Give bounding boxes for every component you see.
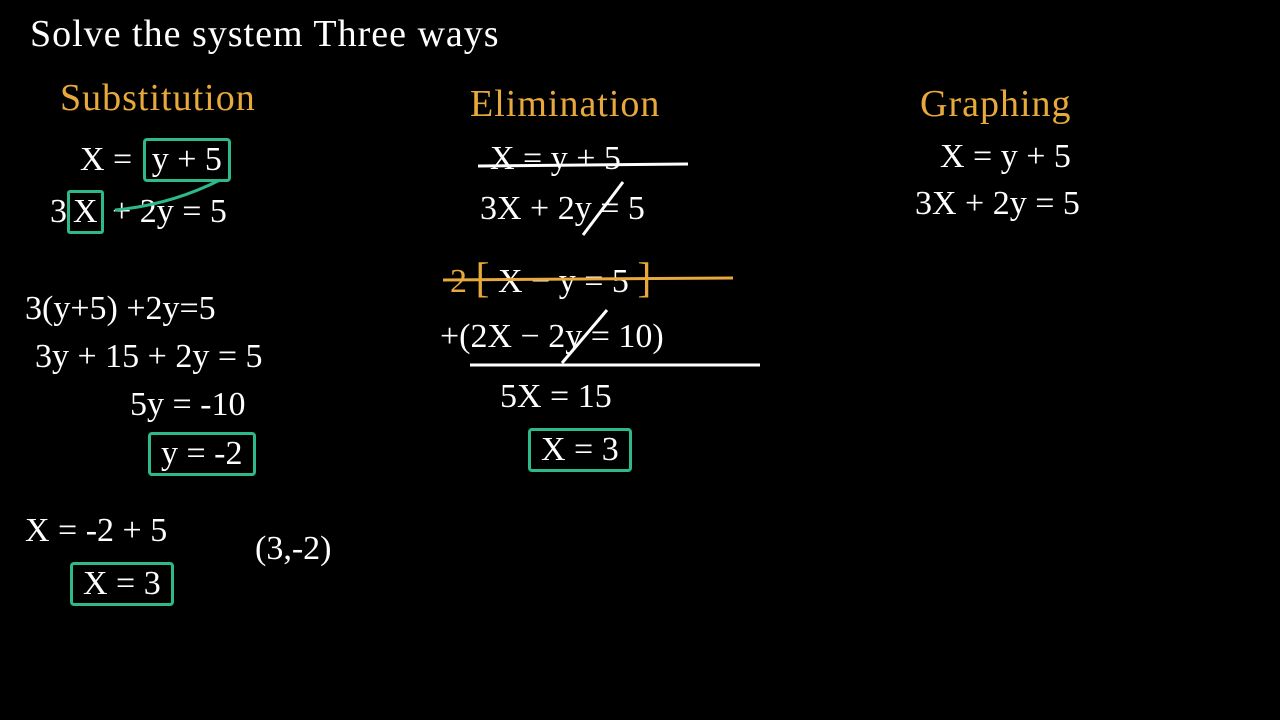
elim-mult-row: 2 [ X − y = 5 ] [450, 255, 651, 303]
elim-added-inner: 2X − 2y = 10 [471, 318, 653, 355]
sub-eq2-post: + 2y = 5 [112, 193, 227, 230]
sub-eq2: 3X + 2y = 5 [50, 190, 227, 234]
elim-sum: 5X = 15 [500, 378, 612, 416]
elim-bracket-open: [ [476, 256, 490, 302]
graph-eq1: X = y + 5 [940, 138, 1071, 176]
elim-bracket-close: ] [637, 256, 651, 302]
graph-eq2: 3X + 2y = 5 [915, 185, 1080, 223]
sub-result-x: X = 3 [70, 562, 174, 606]
elim-eq2: 3X + 2y = 5 [480, 190, 645, 228]
graphing-heading: Graphing [920, 82, 1072, 126]
elim-added-post: ) [652, 318, 663, 355]
sub-work1: 3(y+5) +2y=5 [25, 290, 216, 328]
sub-eq2-boxed: X [67, 190, 104, 234]
sub-result-y: y = -2 [148, 432, 256, 476]
elim-underline [470, 362, 760, 370]
elim-result-x: X = 3 [528, 428, 632, 472]
elimination-heading: Elimination [470, 82, 660, 126]
page-title: Solve the system Three ways [30, 12, 500, 56]
sub-solution: (3,-2) [255, 530, 331, 568]
elim-added-pre: +( [440, 318, 471, 355]
sub-work2: 3y + 15 + 2y = 5 [35, 338, 263, 376]
sub-work3: 5y = -10 [130, 386, 246, 424]
sub-eq1-lhs: X = [80, 141, 132, 178]
sub-eq1: X = y + 5 [80, 138, 233, 182]
substitution-heading: Substitution [60, 76, 256, 120]
sub-work4: X = -2 + 5 [25, 512, 167, 550]
sub-eq2-pre: 3 [50, 193, 67, 230]
elim-added: +(2X − 2y = 10) [440, 318, 664, 356]
elim-mult-prefix: 2 [450, 263, 467, 300]
sub-eq1-boxed: y + 5 [143, 138, 231, 182]
elim-mult-inner: X − y = 5 [498, 263, 629, 300]
elim-eq1: X = y + 5 [490, 140, 621, 178]
